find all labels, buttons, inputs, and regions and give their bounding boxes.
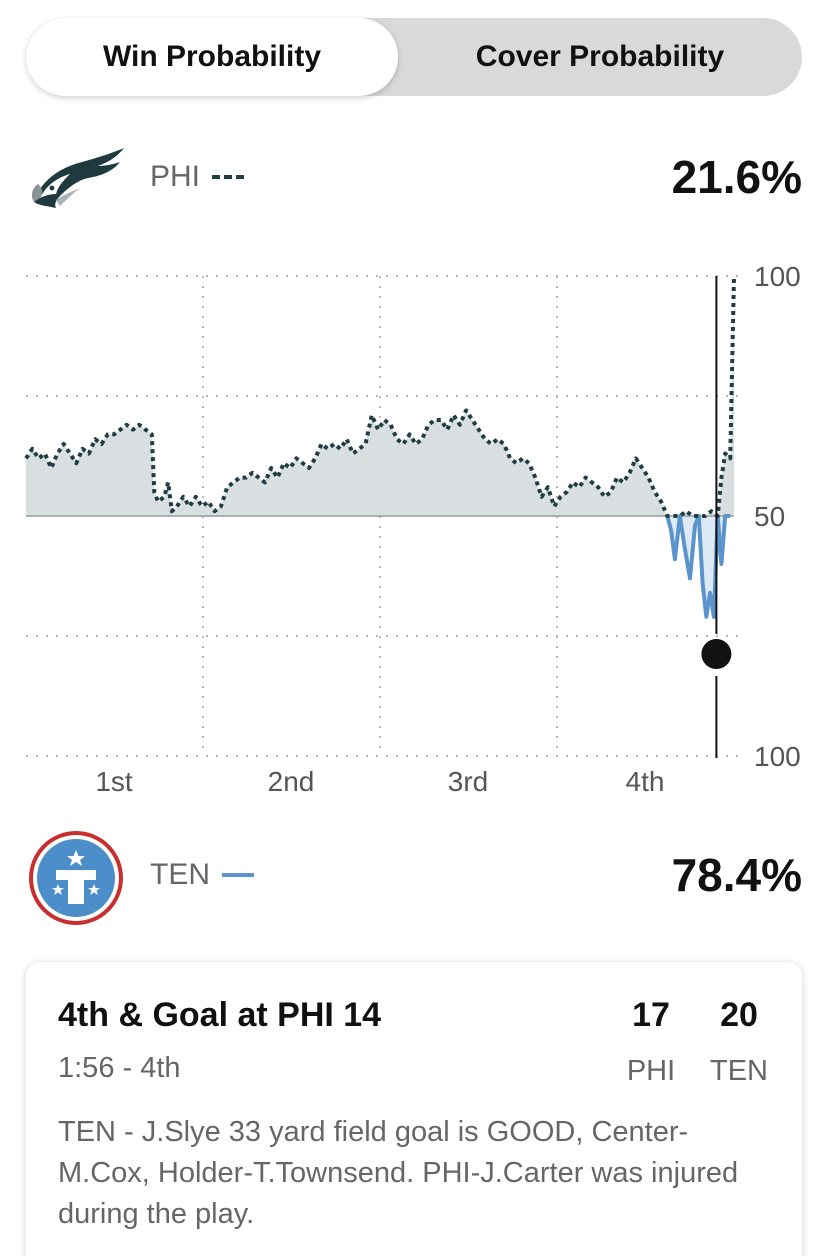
ten-series-line [665,514,731,619]
team-abbr-ten: TEN [150,858,210,891]
phi-series-line [24,275,736,518]
quarter-label-1: 1st [95,766,133,797]
probability-toggle: Win Probability Cover Probability [26,18,802,96]
eagles-logo-icon [26,130,126,230]
tab-cover-probability[interactable]: Cover Probability [475,40,725,73]
quarter-label-3: 3rd [448,766,488,797]
win-pct-phi: 21.6% [671,151,802,203]
score-ten: 20 TEN [694,996,784,1088]
score-phi-value: 17 [632,996,670,1034]
quarter-label-4: 4th [626,766,665,797]
team-abbr-phi: PHI [150,160,201,193]
win-probability-chart: 100 50 100 1st 2nd 3rd 4th [24,261,801,797]
current-play-marker [701,639,732,669]
win-pct-ten: 78.4% [671,849,802,901]
y-label-bottom: 100 [754,741,801,772]
legend-dashed-line [212,175,245,179]
team-row-phi: PHI 21.6% [26,130,802,230]
y-label-mid: 50 [754,501,785,532]
team-row-ten: TEN 78.4% [26,828,802,928]
tab-win-probability[interactable]: Win Probability [26,18,398,96]
legend-solid-line [222,873,254,877]
score-phi-label: PHI [626,1055,676,1087]
score-ten-label: TEN [710,1055,768,1087]
play-title: 4th & Goal at PHI 14 [58,996,382,1034]
play-card[interactable]: 4th & Goal at PHI 14 1:56 - 4th 17 PHI 2… [26,962,802,1256]
y-label-top: 100 [754,261,801,292]
titans-logo-icon [26,828,126,928]
quarter-label-2: 2nd [268,766,315,797]
play-description: TEN - J.Slye 33 yard field goal is GOOD,… [58,1116,739,1230]
phi-area-fill [26,276,734,516]
score-phi: 17 PHI [606,996,696,1088]
play-clock: 1:56 - 4th [58,1052,181,1084]
score-ten-value: 20 [720,996,758,1034]
